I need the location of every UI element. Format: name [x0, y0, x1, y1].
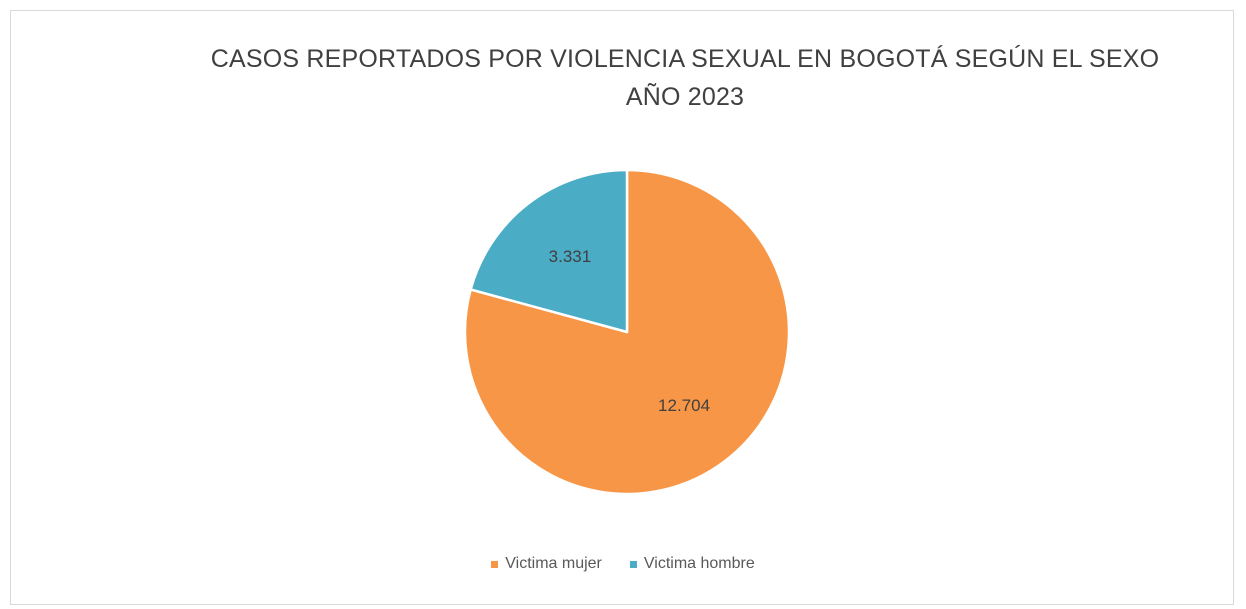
pie-slice-victima-mujer	[463, 168, 791, 496]
data-label-victima-mujer: 12.704	[658, 396, 710, 415]
pie-data-labels: 12.704 3.331	[549, 247, 710, 415]
legend-label-victima-mujer: Victima mujer	[505, 555, 602, 572]
pie-slice-victima-hombre	[469, 168, 629, 334]
legend: Victima mujer Victima hombre	[0, 555, 1246, 573]
legend-swatch-victima-hombre	[629, 560, 637, 568]
legend-item-victima-mujer: Victima mujer	[491, 555, 602, 573]
legend-item-victima-hombre: Victima hombre	[629, 555, 755, 573]
data-label-victima-hombre: 3.331	[549, 247, 592, 266]
chart-subtitle: AÑO 2023	[625, 83, 745, 111]
chart-title: CASOS REPORTADOS POR VIOLENCIA SEXUAL EN…	[210, 45, 1160, 73]
legend-label-victima-hombre: Victima hombre	[643, 555, 755, 572]
pie-slices	[463, 168, 791, 496]
legend-swatch-victima-mujer	[491, 560, 499, 568]
